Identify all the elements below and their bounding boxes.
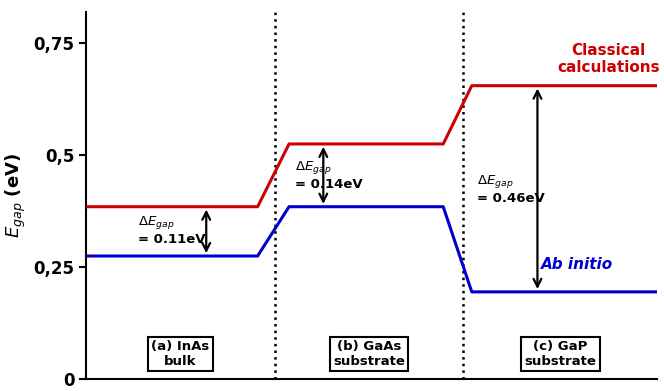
Text: Ab initio: Ab initio	[541, 258, 614, 273]
Y-axis label: $E_{gap}$ (eV): $E_{gap}$ (eV)	[4, 153, 28, 238]
Text: (c) GaP
substrate: (c) GaP substrate	[525, 340, 596, 368]
Text: $\Delta E_{gap}$
= 0.46eV: $\Delta E_{gap}$ = 0.46eV	[477, 173, 545, 205]
Text: $\Delta E_{gap}$
= 0.11eV: $\Delta E_{gap}$ = 0.11eV	[137, 214, 205, 246]
Text: Classical
calculations: Classical calculations	[558, 43, 660, 75]
Text: (a) InAs
bulk: (a) InAs bulk	[151, 340, 210, 368]
Text: $\Delta E_{gap}$
= 0.14eV: $\Delta E_{gap}$ = 0.14eV	[295, 159, 363, 191]
Text: (b) GaAs
substrate: (b) GaAs substrate	[333, 340, 405, 368]
